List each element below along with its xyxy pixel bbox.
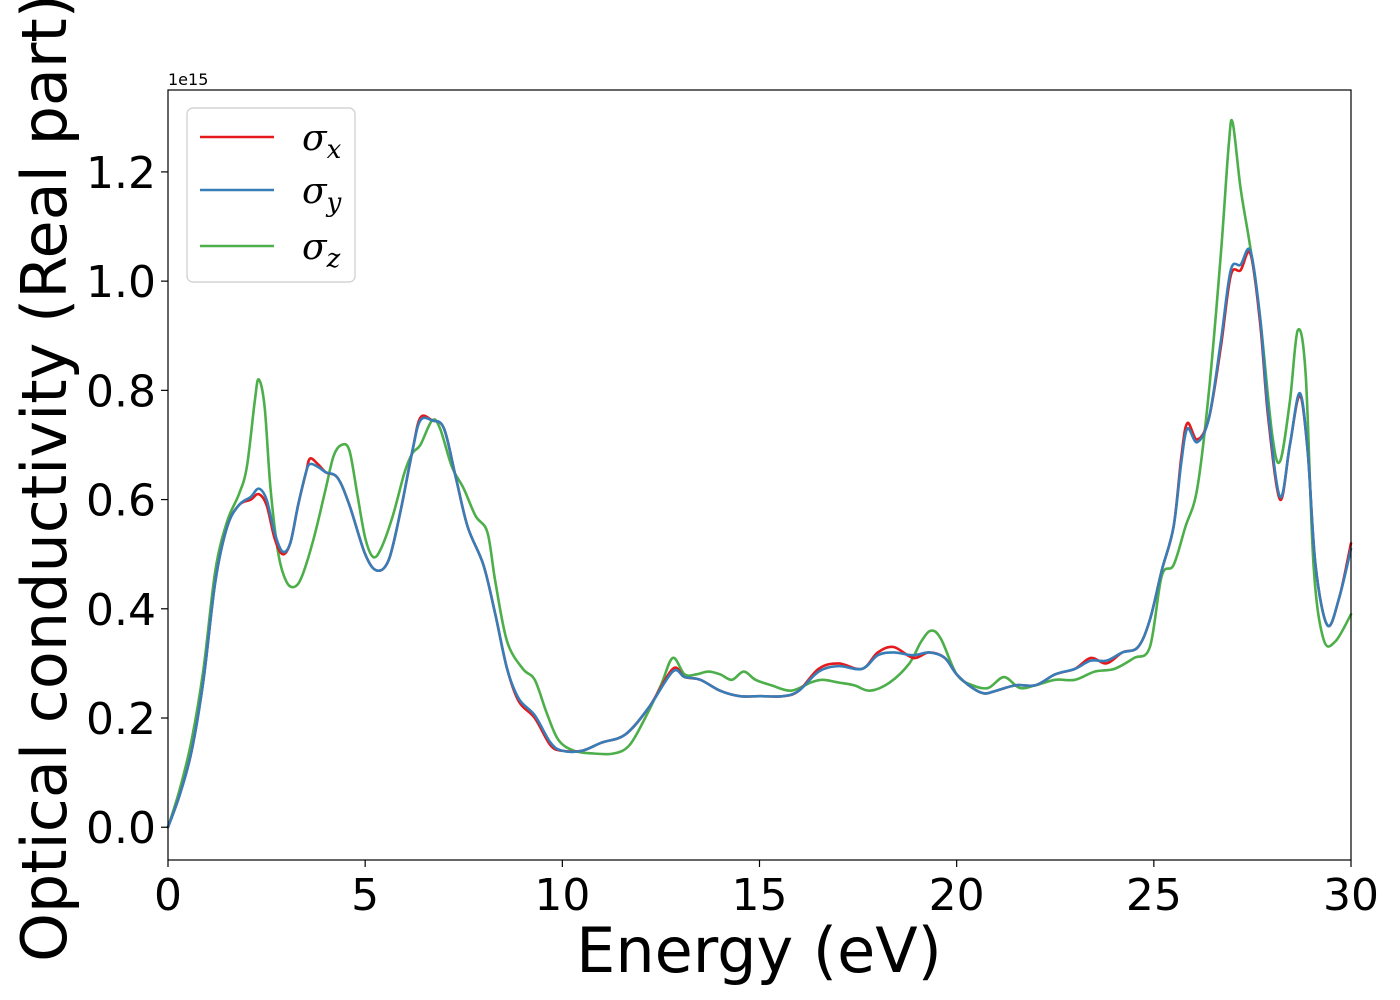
series-lines: [166, 118, 1353, 829]
y-tick-label: 0.2: [86, 694, 156, 745]
x-tick-label: 0: [154, 870, 182, 921]
y-axis-label: Optical conductivity (Real part): [8, 0, 81, 962]
x-axis-ticks: 0 5 10 15 20 25 30: [154, 860, 1379, 921]
legend-label-z: σz: [302, 227, 341, 274]
x-tick-label: 15: [732, 870, 788, 921]
y-axis-ticks: 0.0 0.2 0.4 0.6 0.8 1.0 1.2: [86, 148, 168, 854]
x-tick-label: 20: [929, 870, 985, 921]
y-tick-label: 1.0: [86, 257, 156, 308]
y-tick-label: 0.4: [86, 585, 156, 636]
y-tick-label: 1.2: [86, 148, 156, 199]
legend: σx σy σz: [186, 107, 356, 283]
series-line-z: [166, 118, 1353, 829]
x-tick-label: 10: [534, 870, 590, 921]
x-tick-label: 30: [1323, 870, 1379, 921]
series-line-y: [166, 247, 1353, 829]
legend-box: [186, 107, 356, 283]
x-tick-label: 25: [1126, 870, 1182, 921]
x-tick-label: 5: [351, 870, 379, 921]
y-tick-label: 0.0: [86, 803, 156, 854]
y-tick-label: 0.6: [86, 476, 156, 527]
y-offset-label: 1e15: [168, 70, 208, 89]
x-axis-label: Energy (eV): [576, 914, 942, 987]
y-tick-label: 0.8: [86, 366, 156, 417]
legend-label-y: σy: [302, 171, 342, 218]
legend-label-x: σx: [302, 118, 342, 165]
